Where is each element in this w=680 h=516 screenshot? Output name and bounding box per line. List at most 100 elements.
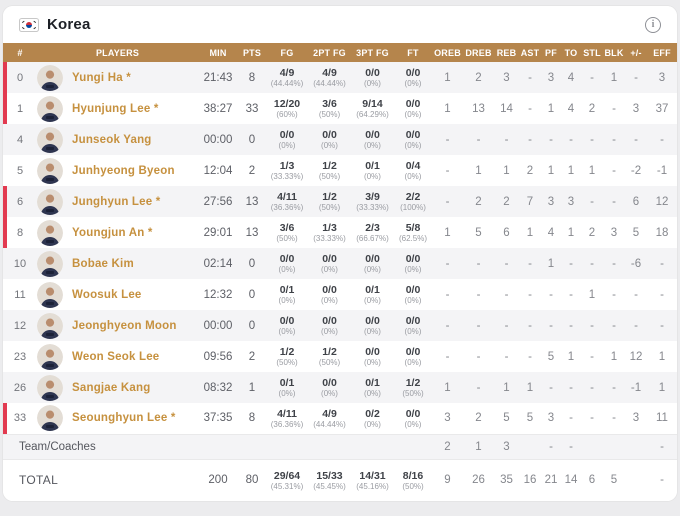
player-name[interactable]: Sangjae Kang [72,381,151,394]
col-header-3pt-fg[interactable]: 3PT FG [356,47,389,58]
stat-stl: - [590,71,594,84]
stat-oreb: - [445,350,450,363]
player-cell[interactable]: Hyunjung Lee * [37,93,198,124]
player-name[interactable]: Junseok Yang [72,133,152,146]
col-header-blk[interactable]: BLK [604,47,624,58]
player-cell[interactable]: Weon Seok Lee [37,341,198,372]
player-cell[interactable]: Junhyeong Byeon [37,155,198,186]
col-header-dreb[interactable]: DREB [465,47,492,58]
stat-ast: - [528,71,532,84]
col-header-oreb[interactable]: OREB [434,47,461,58]
stat-eff: 1 [658,350,666,363]
stat-stl: - [590,381,594,394]
table-row[interactable]: 10 Bobae Kim 02:14 0 0/0 (0%) 0/0 (0%) 0/0 (0%) 0/… [3,248,677,279]
stat-blk: 1 [610,350,618,363]
col-header-ast[interactable]: AST [520,47,540,58]
table-row[interactable]: 1 Hyunjung Lee * 38:27 33 12/20 (60%) 3/6 (50%)… [3,93,677,124]
col-header-stl[interactable]: STL [583,47,601,58]
stat-eff-total: - [660,474,664,487]
col-header-eff[interactable]: EFF [653,47,671,58]
info-icon[interactable]: i [645,16,661,33]
stat-3pt-fg: 0/1 (0%) [364,377,381,398]
stat-dreb: 1 [475,164,482,177]
table-row[interactable]: 12 Jeonghyeon Moon 00:00 0 0/0 (0%) 0/0 (0%) 0/0… [3,310,677,341]
table-row[interactable]: 26 Sangjae Kang 08:32 1 0/1 (0%) 0/0 (0%) 0/1 (0%… [3,372,677,403]
col-header--[interactable]: # [17,47,23,58]
stat-stl: - [590,133,594,146]
player-avatar-icon [37,64,63,91]
player-number: 26 [13,381,27,394]
stat-3pt-fg: 0/0 (0%) [364,67,381,88]
stat-dreb: - [476,133,481,146]
player-cell[interactable]: Seounghyun Lee * [37,403,198,434]
player-name[interactable]: Bobae Kim [72,257,134,270]
player-cell[interactable]: Bobae Kim [37,248,198,279]
stat-fg: 3/6 (50%) [276,222,298,243]
table-row[interactable]: 23 Weon Seok Lee 09:56 2 1/2 (50%) 1/2 (50%) 0/0… [3,341,677,372]
player-cell[interactable]: Yungi Ha * [37,62,198,93]
stat-3pt-fg: 0/0 (0%) [364,346,381,367]
stat-eff: - [660,440,664,453]
col-header-pf[interactable]: PF [545,47,557,58]
player-cell[interactable]: Junseok Yang [37,124,198,155]
player-name[interactable]: Jeonghyeon Moon [72,319,177,332]
stat-reb: - [504,133,509,146]
stat-min: 02:14 [203,257,233,270]
stat-ast [519,434,541,459]
player-number: 0 [3,62,37,93]
player-cell[interactable]: Jeonghyeon Moon [37,310,198,341]
col-header-+--[interactable]: +/- [630,47,642,58]
table-row[interactable]: 8 Youngjun An * 29:01 13 3/6 (50%) 1/3 (33.33%)… [3,217,677,248]
table-row[interactable]: 6 Junghyun Lee * 27:56 13 4/11 (36.36%) 1/2 (50… [3,186,677,217]
stat-to: - [569,319,573,332]
table-row[interactable]: 33 Seounghyun Lee * 37:35 8 4/11 (36.36%) 4/9(… [3,403,677,434]
player-cell[interactable]: Youngjun An * [37,217,198,248]
col-header-fg[interactable]: FG [280,47,294,58]
stat-pts: 0 [248,133,256,146]
stat-pts: 13 [245,195,259,208]
col-header-2pt-fg[interactable]: 2PT FG [313,47,346,58]
col-header-reb[interactable]: REB [496,47,517,58]
player-name[interactable]: Weon Seok Lee [72,350,160,363]
table-row[interactable]: 0 Yungi Ha * 21:43 8 4/9 (44.44%) 4/9 (44.44%) 0… [3,62,677,93]
stat-eff: 37 [655,102,669,115]
stat-pm: -2 [630,164,642,177]
col-header-to[interactable]: TO [564,47,578,58]
col-header-players[interactable]: PLAYERS [95,47,140,58]
stat-dreb-total: 26 [472,474,485,487]
stat-pm: 12 [629,350,643,363]
stat-ast: - [528,288,532,301]
stat-ast: 1 [526,381,534,394]
stat-stl: 2 [588,102,596,115]
player-name[interactable]: Hyunjung Lee * [72,102,159,115]
stat-pm: - [634,319,638,332]
stat-blk: - [612,102,616,115]
player-cell[interactable]: Woosuk Lee [37,279,198,310]
stat-oreb: 3 [444,412,451,425]
player-name[interactable]: Yungi Ha * [72,71,131,84]
player-avatar-icon [37,188,63,215]
player-cell[interactable]: Junghyun Lee * [37,186,198,217]
stat-stl [581,434,603,459]
player-name[interactable]: Woosuk Lee [72,288,142,301]
player-cell[interactable]: Sangjae Kang [37,372,198,403]
col-header-min[interactable]: MIN [209,47,227,58]
player-name[interactable]: Junhyeong Byeon [72,164,175,177]
stat-pts: 33 [245,102,259,115]
stat-pm [625,434,647,459]
stat-reb: 14 [500,102,513,115]
col-header-ft[interactable]: FT [407,47,419,58]
table-row[interactable]: 5 Junhyeong Byeon 12:04 2 1/3 (33.33%) 1/2 (50%… [3,155,677,186]
stat-2pt-fg: 1/2 (50%) [318,160,341,181]
col-header-pts[interactable]: PTS [242,47,262,58]
stat-blk-total: 5 [610,474,618,487]
player-avatar-icon [37,312,63,339]
player-avatar-icon [37,126,63,153]
stat-pf: - [549,381,553,394]
table-row[interactable]: 4 Junseok Yang 00:00 0 0/0 (0%) 0/0 (0%) 0/0 (0%)… [3,124,677,155]
player-name[interactable]: Seounghyun Lee * [72,412,176,425]
table-row[interactable]: 11 Woosuk Lee 12:32 0 0/1 (0%) 0/0 (0%) 0/1 (0%) 0… [3,279,677,310]
stat-ft: 0/0 (0%) [404,98,422,119]
player-name[interactable]: Junghyun Lee * [72,195,161,208]
player-name[interactable]: Youngjun An * [72,226,153,239]
